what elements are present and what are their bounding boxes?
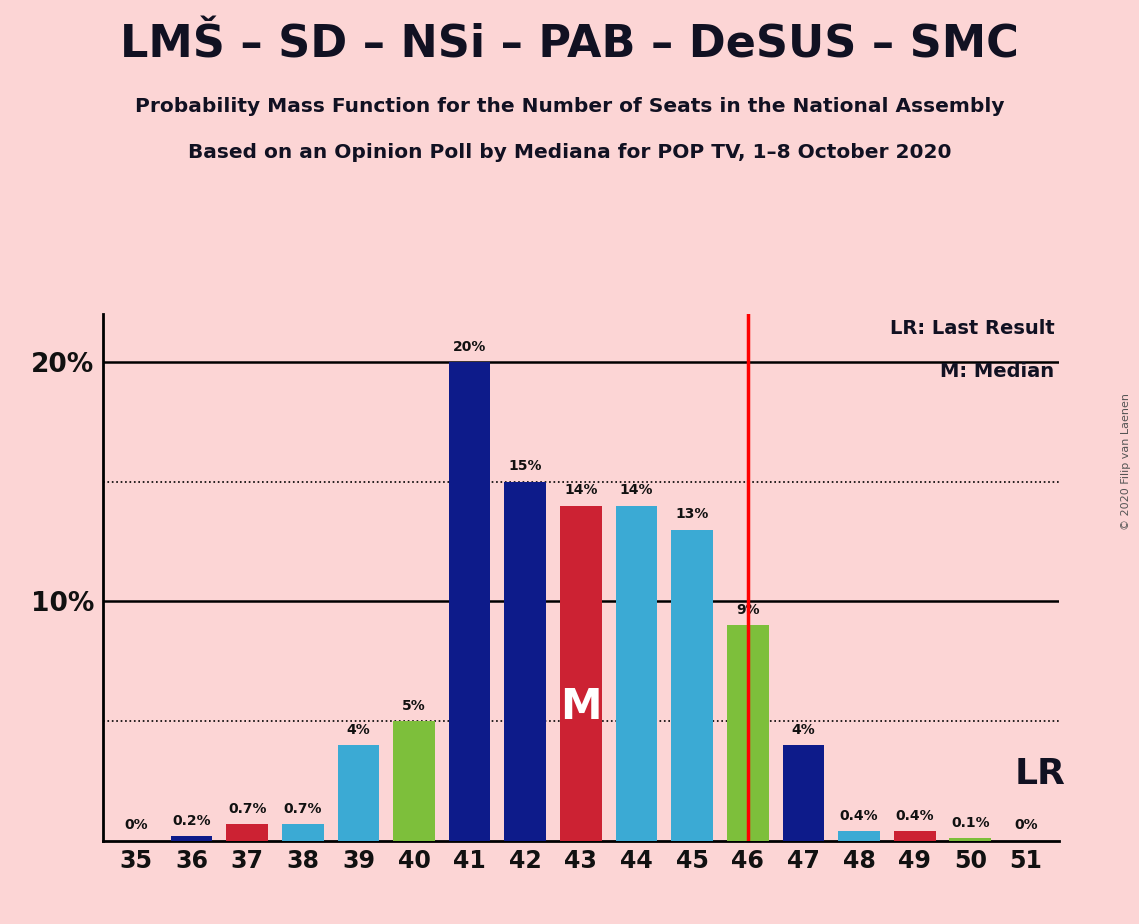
Text: 0.4%: 0.4% [839,808,878,823]
Bar [171,836,212,841]
Text: 0%: 0% [1014,819,1038,833]
Bar [560,505,601,841]
Bar [616,505,657,841]
Bar [337,745,379,841]
Text: 14%: 14% [564,483,598,497]
Bar [950,838,991,841]
Text: © 2020 Filip van Laenen: © 2020 Filip van Laenen [1121,394,1131,530]
Text: M: Median: M: Median [941,361,1055,381]
Text: 0.4%: 0.4% [895,808,934,823]
Bar [894,832,935,841]
Text: 0.2%: 0.2% [172,814,211,828]
Text: 5%: 5% [402,699,426,712]
Text: 0%: 0% [124,819,148,833]
Bar [393,721,435,841]
Text: LR: Last Result: LR: Last Result [890,320,1055,338]
Text: M: M [560,686,601,728]
Text: Based on an Opinion Poll by Mediana for POP TV, 1–8 October 2020: Based on an Opinion Poll by Mediana for … [188,143,951,163]
Text: 4%: 4% [792,723,816,736]
Text: 20%: 20% [453,340,486,354]
Bar [282,824,323,841]
Text: 14%: 14% [620,483,654,497]
Text: LMŠ – SD – NSi – PAB – DeSUS – SMC: LMŠ – SD – NSi – PAB – DeSUS – SMC [120,23,1019,67]
Bar [782,745,825,841]
Text: 9%: 9% [736,603,760,617]
Text: 0.7%: 0.7% [228,802,267,816]
Bar [838,832,880,841]
Bar [227,824,268,841]
Bar [505,481,546,841]
Text: 13%: 13% [675,507,708,521]
Text: 0.1%: 0.1% [951,816,990,830]
Text: LR: LR [1015,757,1066,791]
Text: Probability Mass Function for the Number of Seats in the National Assembly: Probability Mass Function for the Number… [134,97,1005,116]
Bar [727,626,769,841]
Bar [449,362,491,841]
Text: 4%: 4% [346,723,370,736]
Text: 0.7%: 0.7% [284,802,322,816]
Text: 15%: 15% [508,459,542,473]
Bar [671,529,713,841]
